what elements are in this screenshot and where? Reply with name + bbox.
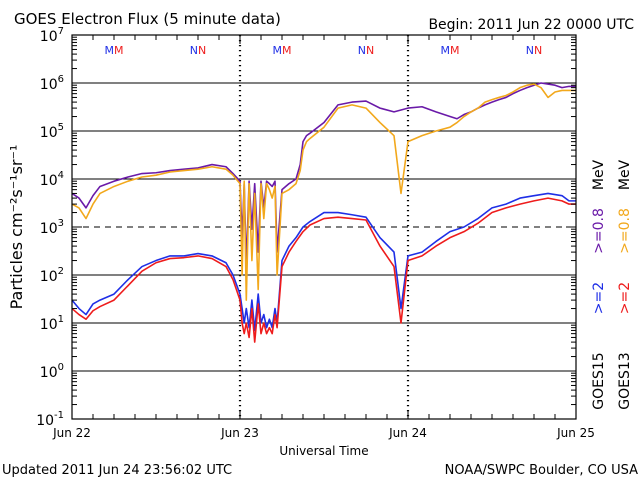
marker-letter-goes15: M [273, 44, 283, 57]
y-tick-label: 100 [40, 362, 64, 381]
y-tick-base: 10 [40, 173, 58, 189]
y-tick-label: 103 [40, 218, 64, 237]
data-series [71, 82, 576, 343]
local-time-markers: MM NN MM NN MM NN [105, 44, 543, 57]
legend-goes13: GOES13 [617, 352, 633, 409]
legend: >=0.8 >=0.8 MeV MeV >=2 >=2 GOES15 GOES1… [591, 159, 633, 409]
marker-letter-goes15: M [105, 44, 115, 57]
y-tick-base: 10 [40, 29, 58, 45]
y-tick-base: 10 [40, 269, 58, 285]
y-tick-exponent: 5 [58, 122, 64, 133]
x-axis-ticks: Jun 22 Jun 23 Jun 24 Jun 25 [52, 35, 595, 440]
y-tick-base: 10 [40, 221, 58, 237]
marker-letter-goes13: N [534, 44, 542, 57]
series-line-goes13_ge08 [71, 83, 576, 301]
begin-date: Begin: 2011 Jun 22 0000 UTC [428, 17, 634, 33]
y-tick-label: 101 [40, 314, 64, 333]
y-axis-label: Particles cm⁻²s⁻¹sr⁻¹ [7, 145, 26, 310]
y-tick-label: 104 [40, 170, 64, 189]
legend-goes13-ge2: >=2 [617, 282, 633, 314]
marker-letter-goes13: N [366, 44, 374, 57]
marker-letter-goes13: N [198, 44, 206, 57]
marker-label: NN [358, 44, 374, 57]
y-tick-exponent: 4 [58, 170, 64, 181]
y-tick-base: 10 [40, 317, 58, 333]
y-tick-label: 102 [40, 266, 64, 285]
y-tick-label: 105 [40, 122, 64, 141]
x-axis-label: Universal Time [279, 444, 368, 458]
series-line-goes13_ge2 [71, 197, 576, 343]
series-line-goes15_ge2 [71, 192, 576, 332]
series-line-goes15_ge08 [71, 82, 576, 268]
x-tick-label: Jun 23 [220, 426, 259, 440]
y-tick-exponent: -1 [54, 410, 64, 421]
plot-frame [71, 34, 577, 420]
y-tick-base: 10 [40, 365, 58, 381]
y-tick-exponent: 7 [58, 26, 64, 37]
source-credit: NOAA/SWPC Boulder, CO USA [445, 463, 638, 478]
x-tick-label: Jun 25 [556, 426, 595, 440]
y-tick-label: 107 [40, 26, 64, 45]
x-tick-label: Jun 22 [52, 426, 91, 440]
x-tick-label: Jun 24 [388, 426, 427, 440]
marker-letter-goes13: M [114, 44, 124, 57]
marker-label: NN [526, 44, 542, 57]
legend-unit-1: MeV [591, 159, 607, 190]
marker-letter-goes15: N [526, 44, 534, 57]
marker-label: MM [441, 44, 460, 57]
marker-letter-goes15: M [441, 44, 451, 57]
y-tick-exponent: 6 [58, 74, 64, 85]
y-tick-base: 10 [40, 77, 58, 93]
y-tick-label: 106 [40, 74, 64, 93]
y-tick-label: 10-1 [36, 410, 64, 429]
legend-goes15-ge08: >=0.8 [591, 208, 607, 254]
marker-label: NN [190, 44, 206, 57]
marker-letter-goes15: N [190, 44, 198, 57]
legend-goes13-ge08: >=0.8 [617, 208, 633, 254]
legend-goes15-ge2: >=2 [591, 282, 607, 314]
marker-letter-goes15: N [358, 44, 366, 57]
marker-label: MM [105, 44, 124, 57]
gridlines [72, 34, 576, 420]
marker-label: MM [273, 44, 292, 57]
y-tick-exponent: 2 [58, 266, 64, 277]
marker-letter-goes13: M [450, 44, 460, 57]
y-tick-exponent: 1 [58, 314, 64, 325]
y-tick-exponent: 0 [58, 362, 64, 373]
legend-unit-2: MeV [617, 159, 633, 190]
y-tick-exponent: 3 [58, 218, 64, 229]
y-tick-base: 10 [40, 125, 58, 141]
y-tick-base: 10 [36, 413, 54, 429]
updated-timestamp: Updated 2011 Jun 24 23:56:02 UTC [2, 463, 232, 478]
legend-goes15: GOES15 [591, 352, 607, 409]
chart-title: GOES Electron Flux (5 minute data) [14, 10, 281, 28]
marker-letter-goes13: M [282, 44, 292, 57]
